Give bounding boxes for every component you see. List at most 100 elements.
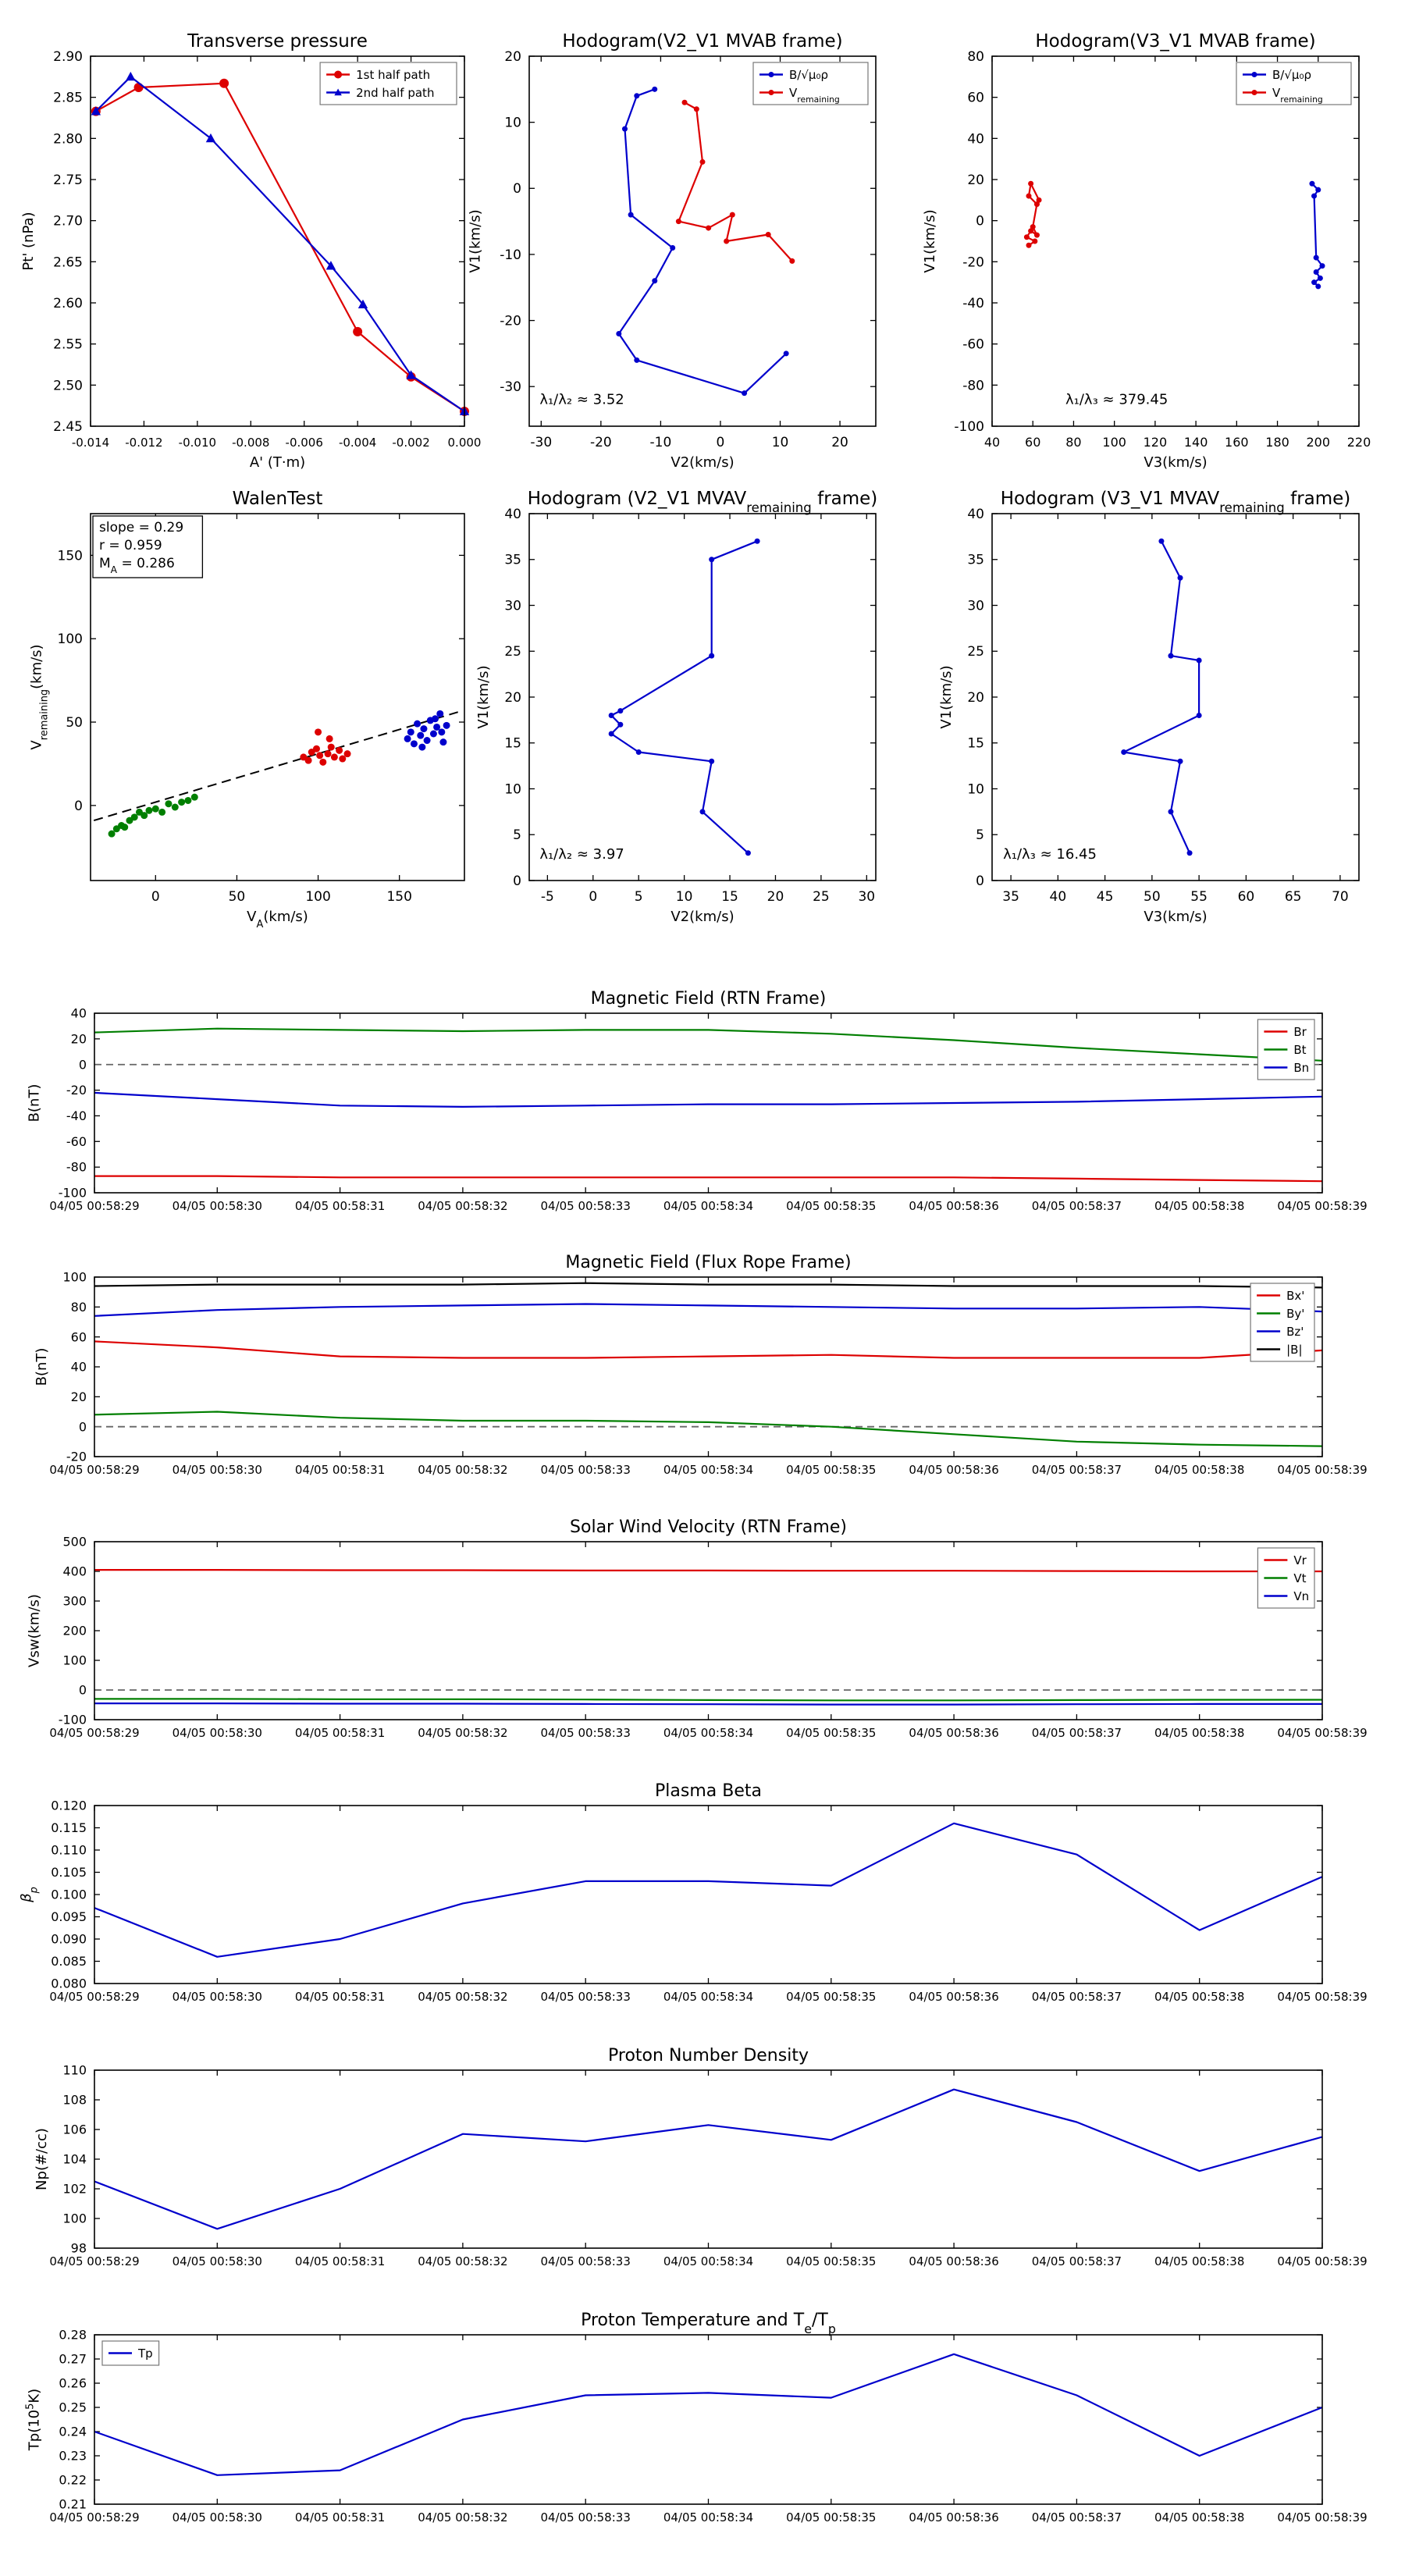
svg-text:0.085: 0.085 <box>51 1954 87 1969</box>
svg-text:120: 120 <box>1144 435 1168 450</box>
svg-text:30: 30 <box>967 598 984 614</box>
plot-frame-hodogram_v2v1_mvab <box>528 55 877 427</box>
svg-text:04/05 00:58:30: 04/05 00:58:30 <box>173 1463 262 1477</box>
svg-text:Magnetic Field (Flux Rope Fram: Magnetic Field (Flux Rope Frame) <box>565 1253 851 1272</box>
svg-text:400: 400 <box>62 1564 87 1579</box>
series-walen_test-2 <box>300 728 351 766</box>
svg-text:20: 20 <box>71 1389 87 1404</box>
svg-text:V1(km/s): V1(km/s) <box>938 665 955 728</box>
svg-text:160: 160 <box>1225 435 1249 450</box>
svg-text:-30: -30 <box>500 379 521 395</box>
svg-text:10: 10 <box>504 116 521 131</box>
svg-text:-20: -20 <box>590 435 612 450</box>
svg-text:04/05 00:58:30: 04/05 00:58:30 <box>173 2510 262 2524</box>
plot-frame-proton_temp <box>94 2334 1323 2505</box>
svg-text:2.70: 2.70 <box>53 214 83 229</box>
svg-text:04/05 00:58:38: 04/05 00:58:38 <box>1154 1463 1244 1477</box>
svg-text:-40: -40 <box>66 1108 87 1123</box>
svg-text:40: 40 <box>967 131 984 147</box>
plot-frame-plasma_beta <box>94 1805 1323 1984</box>
series-plasma_beta-0 <box>94 1822 1323 1958</box>
svg-text:04/05 00:58:39: 04/05 00:58:39 <box>1277 1199 1367 1213</box>
tick-labels-hodogram_v3v1_mvav: 35 40 45 50 55 60 65 70 0 5 10 15 20 25 30 35 40 <box>967 507 1348 905</box>
svg-text:Tp(105K): Tp(105K) <box>24 2389 43 2451</box>
svg-text:04/05 00:58:31: 04/05 00:58:31 <box>295 2510 385 2524</box>
series-proton_temp-Tp <box>94 2353 1323 2476</box>
svg-text:04/05 00:58:30: 04/05 00:58:30 <box>173 1199 262 1213</box>
svg-text:Vremaining(km/s): Vremaining(km/s) <box>28 644 50 749</box>
svg-text:04/05 00:58:31: 04/05 00:58:31 <box>295 1990 385 2004</box>
svg-text:04/05 00:58:38: 04/05 00:58:38 <box>1154 2254 1244 2268</box>
svg-text:-0.002: -0.002 <box>392 436 429 450</box>
svg-text:40: 40 <box>984 435 1000 450</box>
svg-text:04/05 00:58:37: 04/05 00:58:37 <box>1032 2254 1122 2268</box>
svg-text:Hodogram(V2_V1 MVAB frame): Hodogram(V2_V1 MVAB frame) <box>562 31 842 52</box>
legend-transverse_pressure: 1st half path 2nd half path <box>319 62 457 105</box>
svg-text:35: 35 <box>967 553 984 568</box>
series-vsw_rtn-Vn <box>94 1703 1322 1706</box>
svg-text:04/05 00:58:31: 04/05 00:58:31 <box>295 1199 385 1213</box>
svg-text:180: 180 <box>1265 435 1289 450</box>
tick-labels-vsw_rtn: 04/05 00:58:29 04/05 00:58:30 04/05 00:58:… <box>49 1535 1367 1740</box>
tick-labels-b_rtn: 04/05 00:58:29 04/05 00:58:30 04/05 00:58:… <box>49 1006 1367 1213</box>
svg-text:04/05 00:58:31: 04/05 00:58:31 <box>295 2254 385 2268</box>
svg-text:50: 50 <box>1144 889 1161 905</box>
plot-frame-b_rtn <box>94 1012 1323 1194</box>
legend-hodogram_v2v1_mvab: B/√μ₀ρ Vremaining <box>752 62 869 105</box>
legend-proton_temp: Tp <box>101 2340 160 2366</box>
svg-text:65: 65 <box>1285 889 1302 905</box>
svg-text:-80: -80 <box>66 1160 87 1175</box>
svg-text:5: 5 <box>635 889 643 905</box>
tick-labels-transverse_pressure: -0.014 -0.012 -0.010 -0.008 -0.006 -0.004 -0.0… <box>53 49 481 450</box>
svg-text:0.110: 0.110 <box>51 1843 87 1858</box>
tick-labels-hodogram_v2v1_mvab: -30 -20 -10 0 10 20 -30 -20 -10 0 10 20 <box>500 49 848 450</box>
svg-text:0: 0 <box>79 1683 87 1698</box>
svg-text:0: 0 <box>976 873 984 889</box>
panel-vsw_rtn: 04/05 00:58:29 04/05 00:58:30 04/05 00:58:… <box>26 1517 1367 1740</box>
svg-text:V1(km/s): V1(km/s) <box>475 665 492 728</box>
svg-text:-20: -20 <box>66 1083 87 1098</box>
svg-text:Proton Temperature and Te/Tp: Proton Temperature and Te/Tp <box>581 2311 836 2336</box>
tick-labels-hodogram_v3v1_mvab: 40 60 80 100 120 140 160 180 200 220-100-80-60-40… <box>954 49 1371 450</box>
tick-labels-walen_test: 0 50 100 150 0 50 100 150 <box>58 548 412 905</box>
series-vsw_rtn-Vr <box>94 1569 1322 1573</box>
svg-text:20: 20 <box>504 49 521 65</box>
svg-text:5: 5 <box>513 827 521 843</box>
svg-text:80: 80 <box>967 49 984 65</box>
series-vsw_rtn-Vt <box>94 1698 1322 1702</box>
svg-text:30: 30 <box>858 889 875 905</box>
svg-text:0: 0 <box>976 214 984 229</box>
svg-text:04/05 00:58:34: 04/05 00:58:34 <box>663 2510 753 2524</box>
svg-text:04/05 00:58:36: 04/05 00:58:36 <box>909 1990 998 2004</box>
svg-text:2.75: 2.75 <box>53 173 83 188</box>
svg-text:0.000: 0.000 <box>448 436 482 450</box>
svg-text:100: 100 <box>305 889 330 905</box>
plot-frame-hodogram_v2v1_mvav <box>528 513 877 881</box>
tick-labels-hodogram_v2v1_mvav: -5 0 5 10 15 20 25 30 0 5 10 15 20 25 30 35 40 <box>504 507 875 905</box>
svg-text:04/05 00:58:31: 04/05 00:58:31 <box>295 1463 385 1477</box>
panel-b_rtn: 04/05 00:58:29 04/05 00:58:30 04/05 00:58:… <box>26 989 1367 1213</box>
svg-text:04/05 00:58:36: 04/05 00:58:36 <box>909 1463 998 1477</box>
svg-text:λ₁/λ₂ ≈ 3.97: λ₁/λ₂ ≈ 3.97 <box>539 846 624 863</box>
plot-frame-b_fluxrope <box>94 1276 1323 1457</box>
svg-text:0.22: 0.22 <box>59 2473 87 2488</box>
series-hodogram_v2v1_mvav-0 <box>608 538 760 856</box>
svg-text:slope = 0.29: slope = 0.29 <box>99 520 183 535</box>
svg-text:VA(km/s): VA(km/s) <box>247 909 308 930</box>
panel-hodogram_v2v1_mvab: -30 -20 -10 0 10 20 -30 -20 -10 0 10 20 Hodogram(V2_… <box>467 31 877 471</box>
svg-text:2nd half path: 2nd half path <box>356 86 434 100</box>
svg-text:30: 30 <box>504 598 521 614</box>
svg-text:0: 0 <box>717 435 725 450</box>
svg-text:40: 40 <box>1050 889 1067 905</box>
svg-text:0.120: 0.120 <box>51 1799 87 1813</box>
svg-text:|B|: |B| <box>1286 1343 1302 1357</box>
svg-text:04/05 00:58:34: 04/05 00:58:34 <box>663 1990 753 2004</box>
svg-text:04/05 00:58:34: 04/05 00:58:34 <box>663 1199 753 1213</box>
svg-text:04/05 00:58:30: 04/05 00:58:30 <box>173 2254 262 2268</box>
svg-text:0.095: 0.095 <box>51 1909 87 1924</box>
svg-text:04/05 00:58:37: 04/05 00:58:37 <box>1032 1990 1122 2004</box>
svg-text:15: 15 <box>967 736 984 752</box>
svg-text:100: 100 <box>62 1653 87 1668</box>
svg-text:0.105: 0.105 <box>51 1865 87 1880</box>
svg-text:04/05 00:58:33: 04/05 00:58:33 <box>541 1199 631 1213</box>
